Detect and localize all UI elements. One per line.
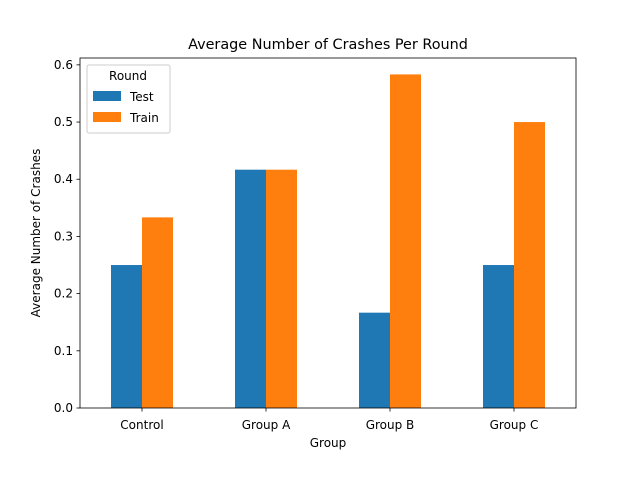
y-tick-label: 0.0	[54, 401, 73, 415]
chart-title: Average Number of Crashes Per Round	[188, 37, 468, 53]
x-tick-label: Control	[120, 418, 163, 432]
bar-test-group-b	[359, 312, 390, 408]
y-axis: 0.0 0.1 0.2 0.3 0.4 0.5 0.6	[54, 58, 80, 415]
x-tick-label: Group C	[490, 418, 539, 432]
legend-label-train: Train	[129, 111, 159, 125]
x-axis-label: Group	[310, 436, 347, 450]
legend-swatch-train	[93, 112, 121, 122]
bar-test-group-a	[235, 169, 266, 408]
bars-layer	[111, 74, 545, 409]
bar-train-control	[142, 217, 173, 408]
y-tick-label: 0.5	[54, 115, 73, 129]
bar-test-control	[111, 265, 142, 408]
legend-title: Round	[109, 69, 147, 83]
legend-swatch-test	[93, 91, 121, 101]
x-axis: Control Group A Group B Group C	[120, 408, 538, 432]
y-tick-label: 0.6	[54, 58, 73, 72]
x-tick-label: Group A	[242, 418, 291, 432]
x-tick-label: Group B	[366, 418, 415, 432]
bar-train-group-a	[266, 169, 297, 408]
y-tick-label: 0.2	[54, 287, 73, 301]
y-tick-label: 0.3	[54, 229, 73, 243]
legend-label-test: Test	[129, 90, 154, 104]
y-axis-label: Average Number of Crashes	[29, 149, 43, 318]
bar-test-group-c	[483, 265, 514, 408]
y-tick-label: 0.1	[54, 344, 73, 358]
plot-area-frame	[79, 57, 577, 409]
bar-train-group-b	[390, 74, 421, 409]
legend: Round Test Train	[86, 64, 171, 134]
bar-train-group-c	[514, 122, 545, 409]
y-tick-label: 0.4	[54, 172, 73, 186]
